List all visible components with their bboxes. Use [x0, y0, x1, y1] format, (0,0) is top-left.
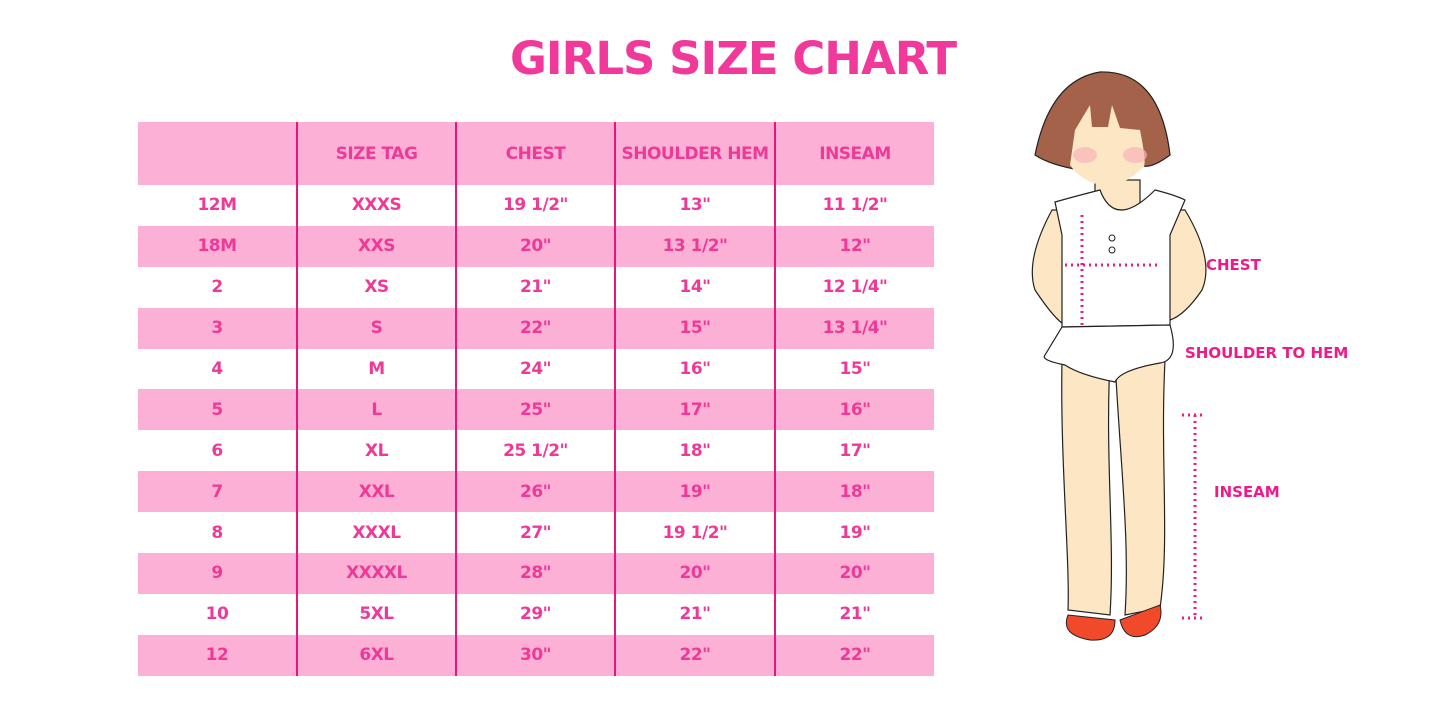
- chest-label: CHEST: [1206, 256, 1261, 274]
- table-cell: 14": [614, 266, 775, 308]
- table-cell: 29": [455, 593, 615, 635]
- table-cell: 17": [774, 430, 934, 472]
- table-cell: 20": [455, 225, 615, 267]
- table-cell: 21": [614, 593, 775, 635]
- right-arm: [1164, 209, 1207, 321]
- table-row: 10 5XL 29" 21" 21": [138, 593, 934, 635]
- column-header: CHEST: [455, 122, 615, 185]
- table-cell: 6: [211, 440, 223, 461]
- table-cell: 7: [211, 481, 223, 502]
- table-cell: 5: [211, 399, 223, 420]
- table-cell: 30": [455, 634, 615, 676]
- column-header: SIZE TAG: [296, 122, 456, 185]
- table-cell: 26": [455, 471, 615, 513]
- table-cell: XXS: [296, 225, 456, 267]
- table-cell: 2: [211, 277, 223, 298]
- inseam-label: INSEAM: [1214, 483, 1280, 501]
- table-cell: 27": [455, 512, 615, 554]
- table-row: 9 XXXXL 28" 20" 20": [138, 553, 934, 594]
- table-cell: 19 1/2": [614, 512, 775, 554]
- table-cell: 12M: [197, 195, 237, 216]
- right-leg: [1114, 359, 1166, 616]
- table-cell: 21": [774, 593, 934, 635]
- table-cell: 9: [211, 563, 223, 584]
- table-cell: 12": [774, 225, 934, 267]
- table-cell: 13 1/4": [774, 307, 934, 349]
- table-cell: 13 1/2": [614, 225, 775, 267]
- column-header: SHOULDER HEM: [614, 122, 775, 185]
- column-header: [138, 122, 297, 185]
- table-cell: 6XL: [296, 634, 456, 676]
- table-cell: 18": [774, 471, 934, 513]
- table-cell: 18": [614, 430, 775, 472]
- table-row: 5 L 25" 17" 16": [138, 389, 934, 431]
- table-cell: 20": [774, 553, 934, 594]
- table-cell: 22": [455, 307, 615, 349]
- table-row: 6 XL 25 1/2" 18" 17": [138, 430, 934, 472]
- table-cell: XS: [296, 266, 456, 308]
- right-shoe: [1119, 604, 1162, 638]
- table-row: 4 M 24" 16" 15": [138, 348, 934, 390]
- girl-illustration: [1031, 71, 1207, 641]
- table-cell: 17": [614, 389, 775, 431]
- page-title: GIRLS SIZE CHART: [510, 32, 957, 85]
- table-cell: 16": [614, 348, 775, 390]
- table-cell: 8: [211, 522, 223, 543]
- table-row: 2 XS 21" 14" 12 1/4": [138, 266, 934, 308]
- table-cell: S: [296, 307, 456, 349]
- table-row: 7 XXL 26" 19" 18": [138, 471, 934, 513]
- face: [1070, 105, 1145, 186]
- shoulder-to-hem-label: SHOULDER TO HEM: [1185, 344, 1349, 362]
- table-cell: 10: [205, 604, 229, 625]
- table-row: 12 6XL 30" 22" 22": [138, 634, 934, 676]
- table-header-row: SIZE TAG CHEST SHOULDER HEM INSEAM: [138, 122, 934, 185]
- table-cell: 18M: [197, 236, 237, 257]
- table-cell: XXXL: [296, 512, 456, 554]
- table-cell: 12: [205, 645, 229, 666]
- table-cell: XL: [296, 430, 456, 472]
- table-cell: 16": [774, 389, 934, 431]
- table-cell: 11 1/2": [774, 185, 934, 226]
- table-cell: 12 1/4": [774, 266, 934, 308]
- table-cell: XXXS: [296, 185, 456, 226]
- table-cell: 19": [614, 471, 775, 513]
- left-leg: [1061, 359, 1113, 616]
- table-row: 12M XXXS 19 1/2" 13" 11 1/2": [138, 185, 934, 226]
- table-cell: 15": [774, 348, 934, 390]
- table-row: 3 S 22" 15" 13 1/4": [138, 307, 934, 349]
- table-cell: 3: [211, 318, 223, 339]
- table-cell: 4: [211, 359, 223, 379]
- table-cell: 15": [614, 307, 775, 349]
- table-cell: 21": [455, 266, 615, 308]
- table-cell: 20": [614, 553, 775, 594]
- table-cell: 22": [614, 634, 775, 676]
- column-header: INSEAM: [774, 122, 934, 185]
- table-cell: 25 1/2": [455, 430, 615, 472]
- table-cell: 22": [774, 634, 934, 676]
- shirt: [1054, 189, 1186, 328]
- table-cell: 13": [614, 185, 775, 226]
- table-cell: 19": [774, 512, 934, 554]
- table-cell: L: [296, 389, 456, 431]
- table-cell: 19 1/2": [455, 185, 615, 226]
- table-cell: 5XL: [296, 593, 456, 635]
- table-cell: M: [296, 348, 456, 390]
- table-cell: 28": [455, 553, 615, 594]
- table-cell: XXL: [296, 471, 456, 513]
- table-cell: 25": [455, 389, 615, 431]
- left-shoe: [1065, 614, 1116, 641]
- table-cell: XXXXL: [296, 553, 456, 594]
- table-row: 18M XXS 20" 13 1/2" 12": [138, 225, 934, 267]
- table-row: 8 XXXL 27" 19 1/2" 19": [138, 512, 934, 554]
- table-cell: 24": [455, 348, 615, 390]
- size-table: SIZE TAG CHEST SHOULDER HEM INSEAM 12M XXXS 1…: [138, 122, 934, 676]
- bloomers: [1043, 324, 1174, 383]
